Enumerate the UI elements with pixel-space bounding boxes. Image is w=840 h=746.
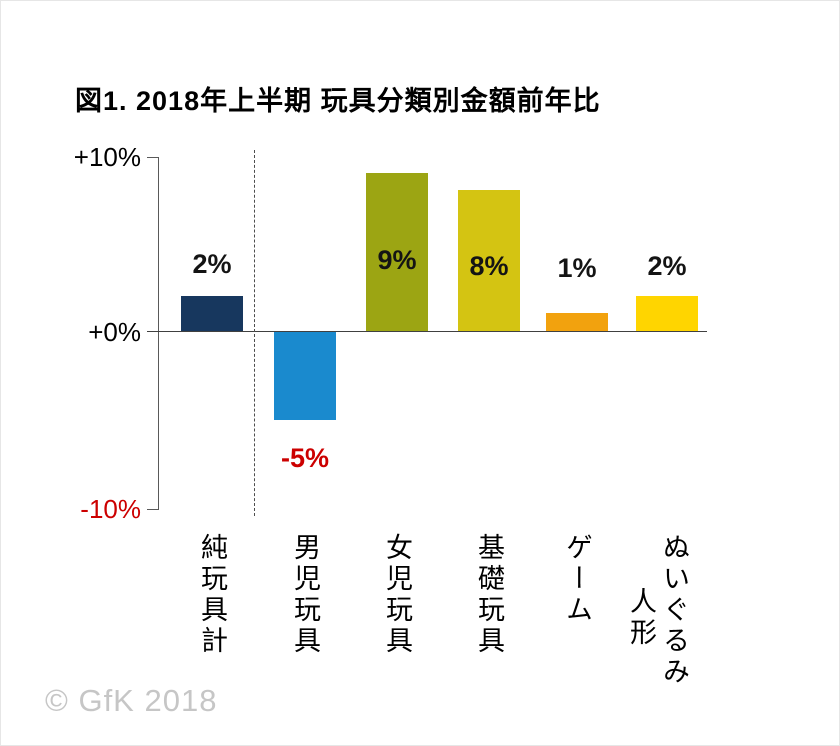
- x-label-boys-toys: 男児玩具: [290, 533, 320, 657]
- value-label-plush-dolls: 2%: [647, 251, 687, 281]
- x-label-games: ゲーム: [562, 533, 592, 626]
- value-label-total-toys: 2%: [192, 249, 232, 279]
- x-label-basic-toys: 基礎玩具: [474, 533, 504, 657]
- x-label-total-toys: 純玩具計: [197, 533, 227, 657]
- value-label-games: 1%: [557, 253, 597, 283]
- x-label-girls-toys: 女児玩具: [382, 533, 412, 657]
- x-label-dolls: 人形: [626, 587, 656, 649]
- y-axis-line: [158, 157, 159, 510]
- chart-title: 図1. 2018年上半期 玩具分類別金額前年比: [75, 86, 601, 116]
- value-label-boys-toys: -5%: [280, 443, 329, 473]
- bar-boys-toys: [274, 332, 336, 420]
- bar-basic-toys: [458, 190, 520, 331]
- value-label-basic-toys: 8%: [469, 251, 509, 281]
- x-label-plush: ぬいぐるみ: [659, 533, 689, 688]
- zero-gridline: [147, 331, 707, 332]
- separator-dashed-line: [254, 150, 255, 516]
- copyright-watermark: © GfK 2018: [45, 683, 218, 718]
- y-axis-label-zero: +0%: [88, 317, 141, 347]
- bar-total-toys: [181, 296, 243, 331]
- y-axis-tick-minus10: [147, 509, 159, 510]
- y-axis-label-plus10: +10%: [73, 142, 141, 172]
- bar-girls-toys: [366, 173, 428, 331]
- bar-games: [546, 313, 608, 331]
- bar-plush-dolls: [636, 296, 698, 331]
- y-axis-label-minus10: -10%: [80, 494, 141, 524]
- y-axis-tick-plus10: [147, 157, 159, 158]
- value-label-girls-toys: 9%: [377, 245, 417, 275]
